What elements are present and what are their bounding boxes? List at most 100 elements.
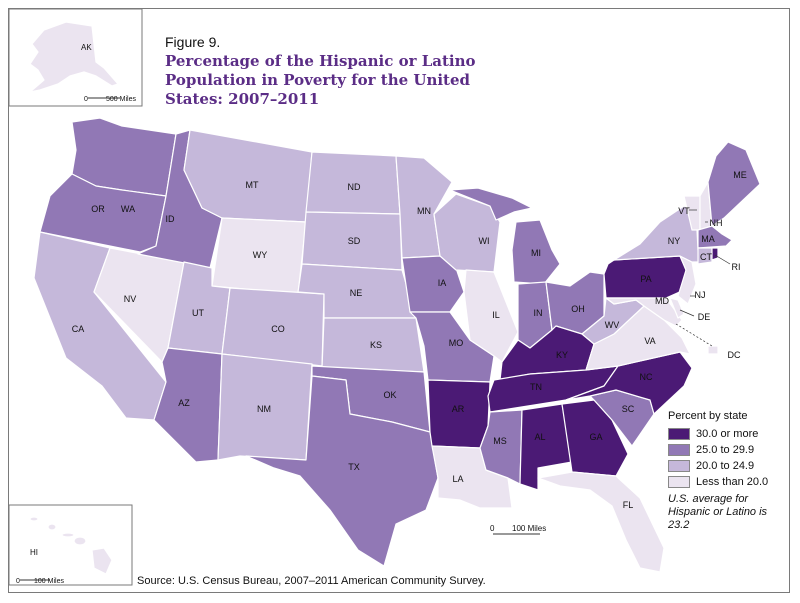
label-mo: MO [449,338,464,348]
legend-title: Percent by state [668,410,748,422]
label-nm: NM [257,404,271,414]
state-mt [183,129,313,223]
state-ak [29,21,119,93]
state-ct [697,247,713,265]
label-wy: WY [253,250,268,260]
state-mi [449,187,561,285]
label-la: LA [452,474,463,484]
label-ky: KY [556,350,568,360]
hawaii-scale-zero: 0 [16,578,20,585]
label-ri: RI [732,262,741,272]
label-ct: CT [700,252,712,262]
alaska-scale-label: 500 Miles [106,96,136,103]
legend: Percent by state 30.0 or more 25.0 to 29… [668,410,788,491]
label-ma: MA [701,234,715,244]
state-me [707,141,761,227]
label-ms: MS [493,436,507,446]
label-nd: ND [348,182,361,192]
label-de: DE [698,312,711,322]
state-wi [433,193,501,273]
label-oh: OH [571,304,585,314]
state-tx [245,375,439,567]
state-labels: WA OR CA NV ID MT WY UT AZ CO NM ND SD N… [72,170,747,510]
label-il: IL [492,310,500,320]
label-az: AZ [178,398,190,408]
label-ut: UT [192,308,204,318]
state-hi [61,532,75,538]
label-va: VA [644,336,655,346]
states-layer [33,117,761,573]
label-sd: SD [348,236,361,246]
label-pa: PA [640,274,651,284]
state-hi [47,523,57,531]
label-nj: NJ [695,290,706,300]
label-nc: NC [640,372,653,382]
main-scale-label: 100 Miles [512,524,546,533]
label-nv: NV [124,294,137,304]
label-mt: MT [246,180,259,190]
state-ri [711,247,719,261]
label-al: AL [534,432,545,442]
label-wa: WA [121,204,135,214]
label-tn: TN [530,382,542,392]
hawaii-inset [8,504,133,586]
hawaii-label: HI [30,548,38,557]
state-ar [427,379,491,449]
legend-row: 20.0 to 24.9 [668,459,788,473]
alaska-scale-zero: 0 [84,96,88,103]
legend-label: Less than 20.0 [696,476,769,488]
label-tx: TX [348,462,360,472]
label-dc: DC [728,350,741,360]
label-ca: CA [72,324,85,334]
state-fl [537,471,665,573]
state-md [605,297,683,327]
legend-row: Less than 20.0 [668,475,788,489]
label-wv: WV [605,320,620,330]
us-average-note: U.S. average for Hispanic or Latino is 2… [668,493,768,531]
label-sc: SC [622,404,635,414]
label-co: CO [271,324,285,334]
label-vt: VT [678,206,690,216]
label-ia: IA [438,278,447,288]
hawaii-scale-label: 100 Miles [34,578,64,585]
state-dc [707,345,719,355]
state-hi [91,547,113,575]
label-mi: MI [531,248,541,258]
legend-swatch [668,444,690,456]
state-hi [73,536,87,546]
state-de [669,297,685,319]
main-scale-zero: 0 [490,524,495,533]
label-ar: AR [452,404,465,414]
leader-lines [675,209,731,347]
legend-label: 30.0 or more [696,428,759,440]
legend-row: 30.0 or more [668,427,788,441]
label-wi: WI [479,236,490,246]
label-id: ID [166,214,176,224]
label-fl: FL [623,500,634,510]
label-ok: OK [383,390,396,400]
state-hi [29,516,39,522]
label-ne: NE [350,288,363,298]
figure-title: Percentage of the Hispanic or Latino Pop… [165,52,476,108]
figure-frame [8,8,790,593]
label-in: IN [534,308,543,318]
legend-label: 25.0 to 29.9 [696,444,755,456]
source-note: Source: U.S. Census Bureau, 2007–2011 Am… [137,575,486,587]
label-md: MD [655,296,669,306]
legend-swatch [668,428,690,440]
legend-label: 20.0 to 24.9 [696,460,755,472]
alaska-label: AK [81,43,92,52]
label-or: OR [91,204,105,214]
label-ga: GA [589,432,602,442]
legend-row: 25.0 to 29.9 [668,443,788,457]
state-hi-group [29,516,113,575]
legend-swatch [668,476,690,488]
figure-number: Figure 9. [165,34,221,50]
label-ks: KS [370,340,382,350]
legend-swatch [668,460,690,472]
label-me: ME [733,170,747,180]
label-ny: NY [668,236,681,246]
label-nh: NH [710,218,723,228]
label-mn: MN [417,206,431,216]
